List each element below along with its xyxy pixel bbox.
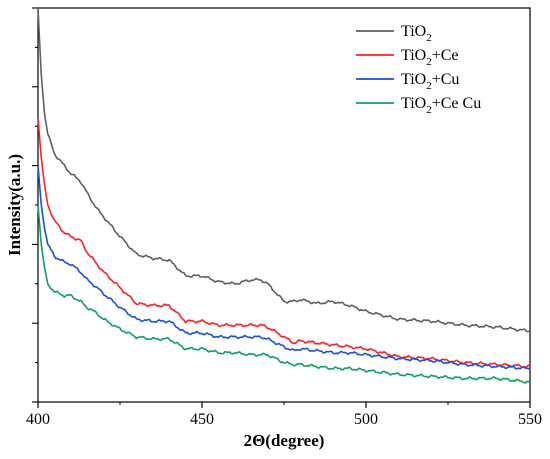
legend-label-subscript: 2: [426, 104, 432, 116]
x-axis-title: 2Θ(degree): [244, 431, 325, 450]
legend-label-base: TiO: [401, 95, 426, 112]
legend-label-suffix: +Cu: [432, 71, 460, 88]
plot-area: [32, 7, 531, 408]
series-line-1: [37, 7, 531, 333]
x-tick-label: 550: [518, 411, 542, 428]
x-tick-label: 450: [190, 411, 214, 428]
plot-frame: [37, 7, 531, 403]
legend-label-base: TiO: [401, 71, 426, 88]
legend-label-subscript: 2: [426, 56, 432, 68]
series-line-2: [37, 118, 531, 369]
legend-label-subscript: 2: [426, 80, 432, 92]
x-tick-label: 500: [354, 411, 378, 428]
legend-label-subscript: 2: [426, 32, 432, 44]
series-line-4: [37, 204, 531, 384]
legend-label-suffix: +Ce Cu: [432, 95, 481, 112]
x-tick-label: 400: [26, 411, 50, 428]
x-axis-tick-labels: 400 450 500 550: [26, 411, 542, 428]
legend-label-3: TiO2+Cu: [401, 71, 459, 92]
series-lines: [37, 7, 531, 384]
legend-label-2: TiO2+Ce: [401, 47, 459, 68]
legend-label-base: TiO: [401, 47, 426, 64]
series-line-3: [37, 165, 531, 370]
legend-label-base: TiO: [401, 23, 426, 40]
y-axis-ticks: [32, 7, 38, 403]
legend-label-1: TiO2: [401, 23, 432, 44]
x-axis-ticks: [37, 402, 531, 408]
y-axis-title: Intensity(a.u.): [5, 154, 24, 256]
legend-label-4: TiO2+Ce Cu: [401, 95, 481, 116]
legend-label-suffix: +Ce: [432, 47, 459, 64]
